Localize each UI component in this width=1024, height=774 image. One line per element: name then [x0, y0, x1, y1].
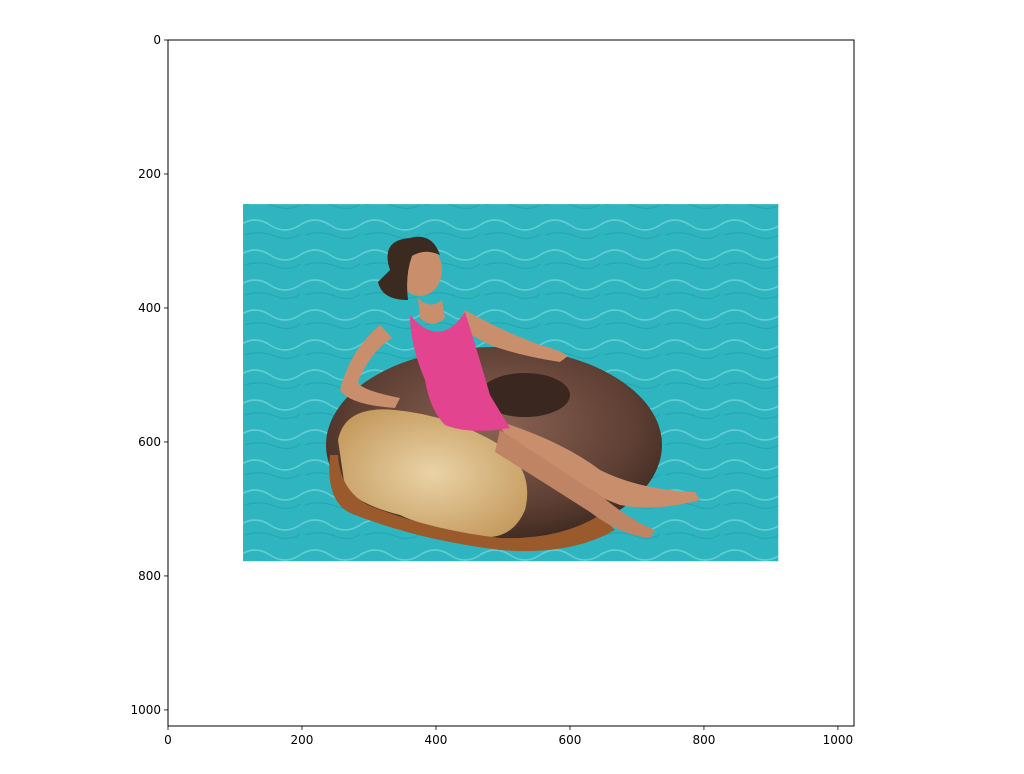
swimsuit — [410, 312, 510, 431]
y-tick-label: 600 — [138, 435, 161, 449]
arm-right — [458, 310, 568, 362]
y-tick-label: 0 — [153, 33, 161, 47]
arm-left — [340, 325, 400, 408]
x-tick-label: 200 — [291, 733, 314, 747]
y-tick-label: 800 — [138, 569, 161, 583]
donut-crust — [329, 455, 615, 552]
x-tick-label: 1000 — [823, 733, 854, 747]
x-tick-label: 400 — [425, 733, 448, 747]
leg-lower — [495, 430, 655, 538]
y-tick-label: 1000 — [130, 703, 161, 717]
y-tick-label: 400 — [138, 301, 161, 315]
y-axis: 0 200 400 600 800 1000 — [130, 33, 168, 717]
x-tick-label: 800 — [692, 733, 715, 747]
x-tick-label: 0 — [164, 733, 172, 747]
donut-float-scene — [326, 236, 700, 552]
donut-bite — [338, 409, 528, 538]
leg — [495, 420, 700, 508]
axes-frame — [167, 39, 855, 727]
plot-image — [243, 204, 779, 562]
x-tick-label: 600 — [559, 733, 582, 747]
donut-hole — [480, 373, 570, 417]
hair — [378, 236, 440, 300]
neck — [418, 298, 445, 324]
y-tick-label: 200 — [138, 167, 161, 181]
x-axis: 0 200 400 600 800 1000 — [164, 726, 853, 747]
